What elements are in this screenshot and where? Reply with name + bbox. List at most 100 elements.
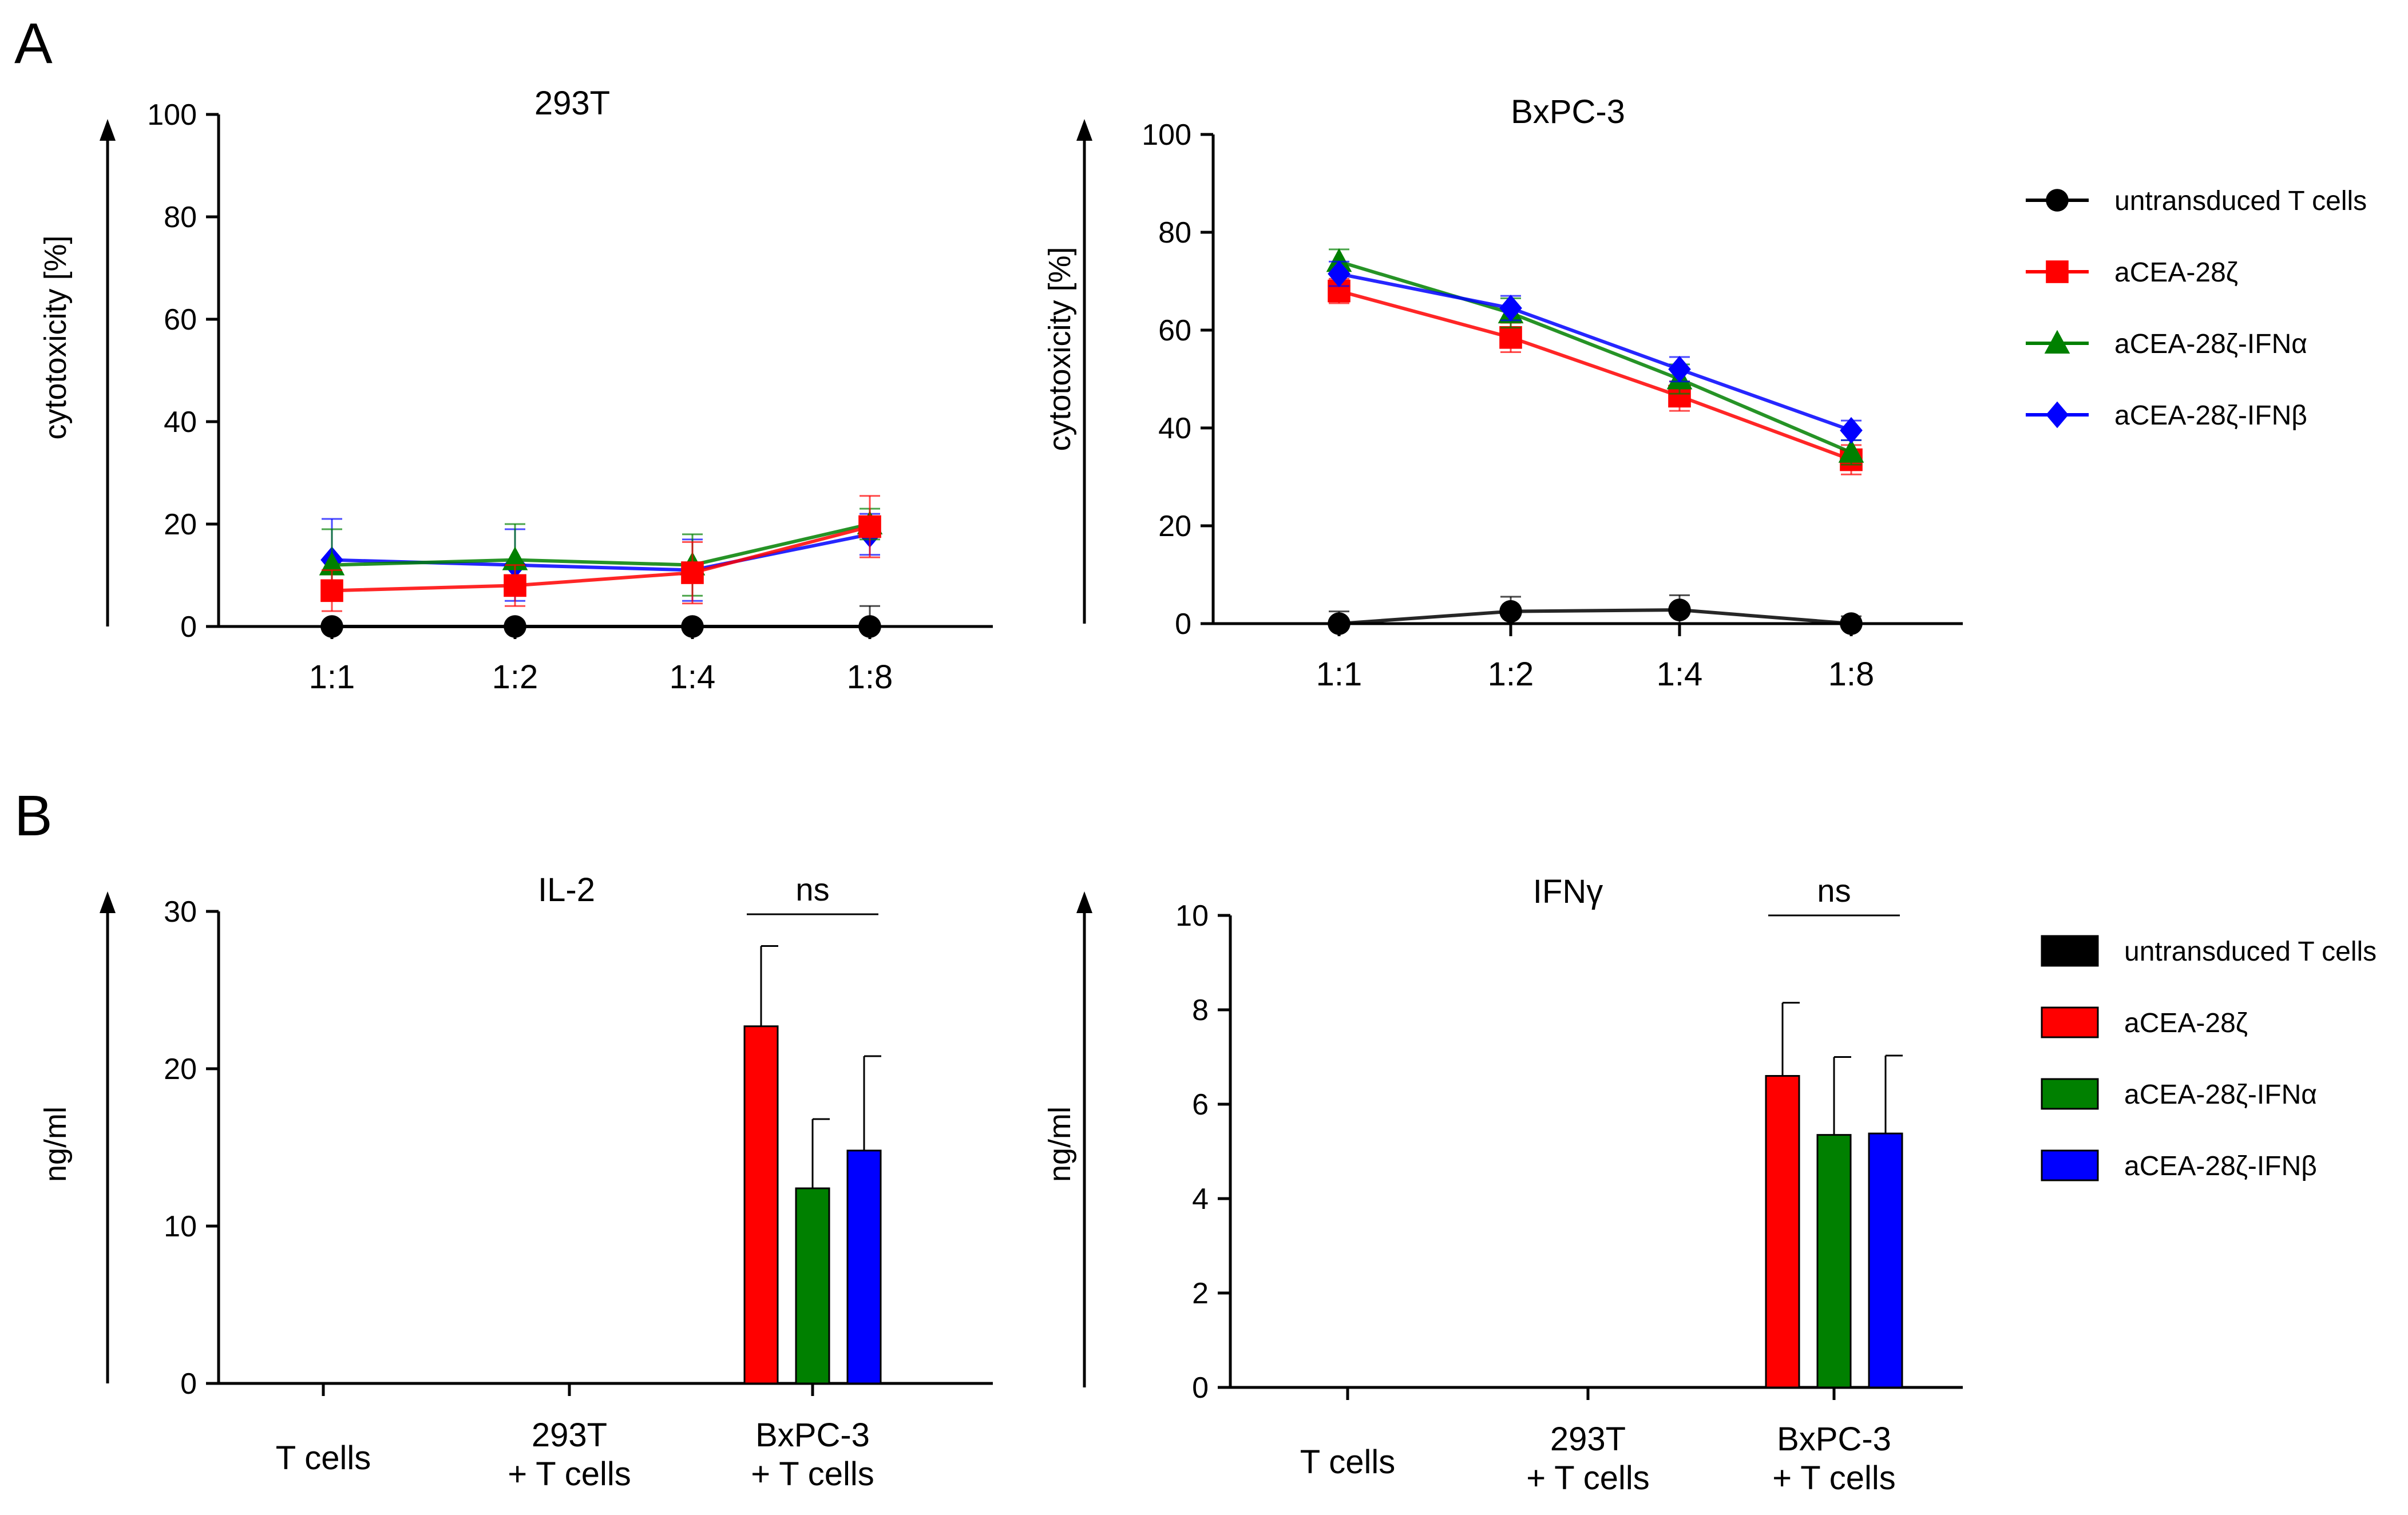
y-axis-label: ng/ml — [1043, 1106, 1077, 1182]
series-untransduced-t-cells — [1328, 594, 1863, 635]
legend-item-acea-28: aCEA-28ζ — [2026, 257, 2238, 288]
x-tick-label: T cells — [1300, 1443, 1396, 1481]
chart-bxpc3-cytotoxicity: 0 20 40 60 80 100 BxPC-3 cytotoxicity [%] 1:1 1:2… — [1043, 93, 1963, 693]
legend-label: untransduced T cells — [2114, 186, 2367, 216]
y-tick-label: 20 — [164, 1053, 197, 1086]
x-tick-label: T cells — [276, 1439, 371, 1477]
series-line — [1338, 260, 1852, 454]
y-tick-label: 80 — [164, 201, 197, 234]
y-tick-label: 20 — [164, 508, 197, 541]
legend-item-acea-28-ifn: aCEA-28ζ-IFNα — [2041, 1078, 2317, 1110]
chart-title: IFNγ — [1533, 873, 1603, 910]
legend-swatch — [2041, 935, 2099, 967]
data-point — [1840, 417, 1863, 444]
legend-line-charts: untransduced T cells aCEA-28ζ aCEA-28ζ-IFN… — [2026, 186, 2367, 431]
series-acea-28 — [320, 495, 881, 612]
chart-title: 293T — [534, 85, 610, 122]
legend-label: aCEA-28ζ-IFNβ — [2124, 1151, 2317, 1181]
data-point — [681, 561, 704, 584]
series-line — [1338, 289, 1852, 462]
y-axis-label: cytotoxicity [%] — [38, 235, 73, 439]
chart-293t-cytotoxicity: 0 20 40 60 80 100 293T cytotoxicity [%] 1:1 1:2 1:… — [38, 85, 993, 696]
chart-title: BxPC-3 — [1511, 93, 1625, 130]
x-tick-label: BxPC-3 — [755, 1417, 870, 1454]
x-tick-label: 1:8 — [1828, 656, 1875, 693]
data-point — [1499, 326, 1522, 349]
data-point — [320, 579, 343, 602]
data-point — [1499, 295, 1522, 322]
bar-acea-28-ifn — [1816, 1134, 1852, 1389]
x-tick-label: 1:2 — [492, 659, 538, 696]
y-axis-label: cytotoxicity [%] — [1043, 247, 1077, 451]
y-tick-label: 8 — [1192, 994, 1209, 1027]
data-point — [1499, 600, 1522, 623]
legend-label: aCEA-28ζ-IFNβ — [2114, 400, 2307, 431]
x-tick-label: + T cells — [508, 1455, 631, 1493]
y-arrow-head — [1076, 891, 1092, 913]
y-tick-label: 0 — [180, 1367, 197, 1401]
data-point — [1840, 612, 1863, 635]
y-tick-label: 40 — [1158, 412, 1191, 445]
data-point — [858, 615, 881, 638]
series-line — [1338, 272, 1852, 433]
legend-marker — [2046, 401, 2069, 429]
x-tick-label: 1:4 — [1657, 656, 1703, 693]
data-point — [504, 615, 526, 638]
legend-item-acea-28-ifn: aCEA-28ζ-IFNα — [2026, 329, 2307, 359]
legend-item-acea-28: aCEA-28ζ — [2041, 1006, 2248, 1038]
y-tick-label: 100 — [147, 98, 197, 132]
significance-label: ns — [795, 871, 829, 907]
data-point — [1838, 439, 1864, 463]
x-tick-label: 1:1 — [1316, 656, 1363, 693]
data-point — [681, 615, 704, 638]
x-tick-label: 293T — [532, 1417, 607, 1454]
legend-label: aCEA-28ζ — [2114, 257, 2238, 288]
series-line — [331, 532, 870, 572]
series-line — [331, 522, 870, 567]
x-tick-label: 1:2 — [1488, 656, 1534, 693]
series-line — [1338, 608, 1852, 625]
series-acea-28-ifn — [1328, 260, 1863, 444]
y-tick-label: 30 — [164, 895, 197, 929]
legend-item-untransduced-t-cells: untransduced T cells — [2026, 186, 2367, 216]
y-tick-label: 100 — [1142, 118, 1191, 152]
y-tick-label: 80 — [1158, 216, 1191, 249]
bar-acea-28 — [1765, 1075, 1800, 1389]
data-point — [320, 615, 343, 638]
x-tick-label: + T cells — [751, 1455, 874, 1493]
y-tick-label: 0 — [180, 610, 197, 644]
data-point — [1668, 598, 1691, 621]
y-tick-label: 10 — [164, 1210, 197, 1243]
y-tick-label: 4 — [1192, 1183, 1209, 1216]
legend-label: aCEA-28ζ — [2124, 1008, 2248, 1038]
legend-swatch — [2041, 1006, 2099, 1038]
legend-swatch — [2041, 1078, 2099, 1110]
panel-letter-b: B — [14, 784, 53, 848]
legend-label: aCEA-28ζ-IFNα — [2124, 1080, 2317, 1110]
legend-marker — [2046, 260, 2069, 283]
data-point — [1326, 248, 1352, 272]
series-acea-28 — [1328, 277, 1863, 475]
y-tick-label: 60 — [164, 303, 197, 336]
legend-swatch — [2041, 1149, 2099, 1181]
series-untransduced-t-cells — [320, 605, 881, 638]
bar-acea-28 — [743, 1025, 779, 1385]
y-tick-label: 6 — [1192, 1088, 1209, 1121]
x-tick-label: + T cells — [1772, 1460, 1895, 1497]
bar-acea-28-ifn — [846, 1149, 882, 1385]
y-tick-label: 2 — [1192, 1277, 1209, 1310]
data-point — [1328, 260, 1350, 288]
y-arrow-head — [100, 891, 116, 913]
legend-item-untransduced-t-cells: untransduced T cells — [2041, 935, 2377, 967]
y-tick-label: 60 — [1158, 314, 1191, 347]
bar-acea-28-ifn — [1868, 1132, 1903, 1389]
legend-marker — [2046, 189, 2069, 212]
y-tick-label: 10 — [1175, 899, 1209, 933]
chart-title: IL-2 — [538, 871, 595, 909]
y-tick-label: 20 — [1158, 510, 1191, 543]
y-tick-label: 40 — [164, 406, 197, 439]
data-point — [504, 574, 526, 597]
